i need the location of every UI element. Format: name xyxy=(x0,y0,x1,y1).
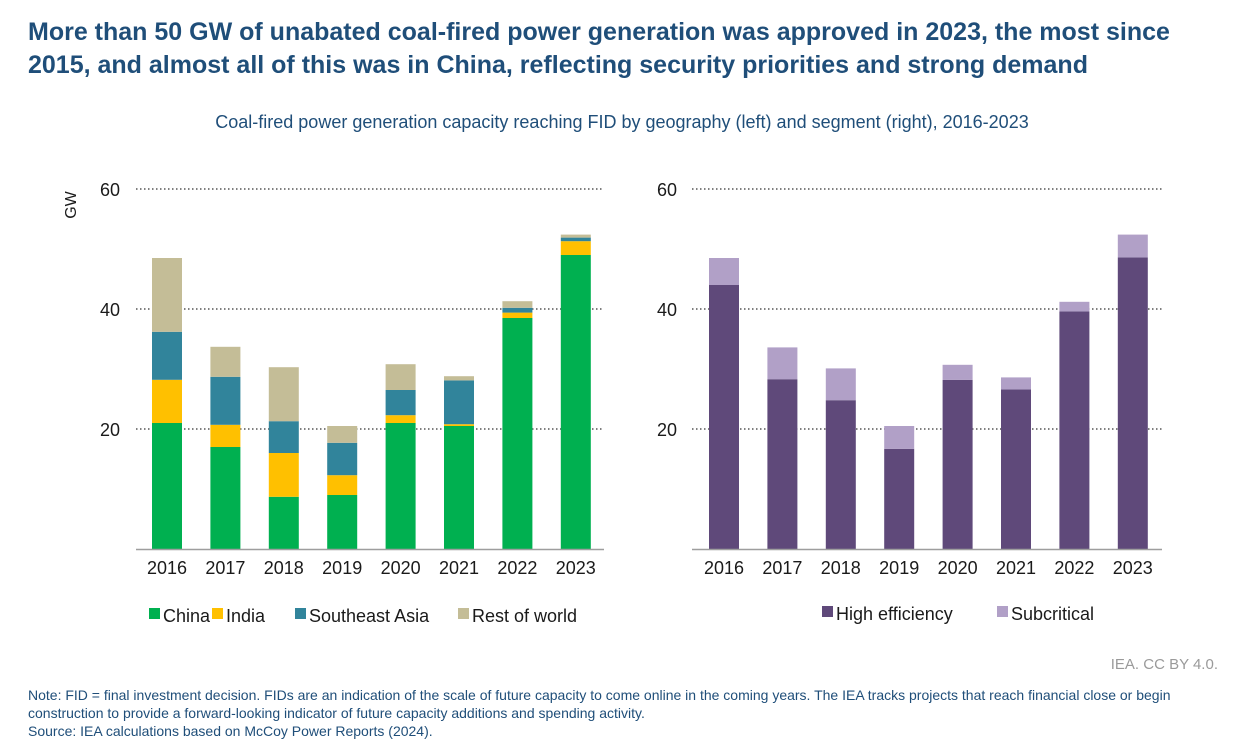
x-tick-label: 2020 xyxy=(381,558,421,578)
bar-segment xyxy=(560,234,591,238)
bar-segment xyxy=(327,495,358,549)
y-tick-label: 40 xyxy=(657,300,677,320)
bar-segment xyxy=(709,258,739,285)
bar-segment xyxy=(884,448,915,549)
y-tick-label: 60 xyxy=(100,180,120,200)
license-credit: IEA. CC BY 4.0. xyxy=(1110,656,1218,673)
note-text: Note: FID = final investment decision. F… xyxy=(28,687,1171,721)
legend-swatch xyxy=(149,608,160,619)
bar-segment xyxy=(825,368,856,401)
x-tick-label: 2017 xyxy=(762,558,802,578)
y-axis-label: GW xyxy=(63,190,80,218)
bar-segment xyxy=(560,255,591,549)
bar-segment xyxy=(210,447,241,549)
bar-segment xyxy=(767,347,798,380)
legend-label: India xyxy=(226,606,266,626)
legend-swatch xyxy=(295,608,306,619)
x-tick-label: 2017 xyxy=(205,558,245,578)
bar-segment xyxy=(444,380,474,425)
bar-segment xyxy=(767,379,798,549)
bar-segment xyxy=(502,301,533,308)
bar-segment xyxy=(942,379,973,549)
x-tick-label: 2021 xyxy=(996,558,1036,578)
legend-swatch xyxy=(822,606,833,617)
y-tick-label: 40 xyxy=(100,300,120,320)
bar-segment xyxy=(385,390,416,416)
legend-swatch xyxy=(212,608,223,619)
y-tick-label: 20 xyxy=(657,420,677,440)
bar-segment xyxy=(327,475,358,495)
bar-segment xyxy=(1001,377,1031,390)
x-tick-label: 2019 xyxy=(879,558,919,578)
x-tick-label: 2019 xyxy=(322,558,362,578)
legend-label: China xyxy=(163,606,211,626)
legend-label: Rest of world xyxy=(472,606,577,626)
right-chart-segment: 20 40 60 2016 2017 2018 2019 2020 2021 2022 2023 Hi… xyxy=(657,180,1162,624)
bar-segment xyxy=(444,376,474,381)
bar-segment xyxy=(942,364,973,380)
bar-segment xyxy=(152,379,182,423)
legend-label: Subcritical xyxy=(1011,604,1094,624)
legend-swatch xyxy=(997,606,1008,617)
bar-segment xyxy=(502,312,533,318)
x-tick-label: 2021 xyxy=(439,558,479,578)
x-tick-label: 2016 xyxy=(147,558,187,578)
x-tick-label: 2023 xyxy=(556,558,596,578)
footnote: Note: FID = final investment decision. F… xyxy=(28,686,1218,740)
y-tick-label: 20 xyxy=(100,420,120,440)
bar-segment xyxy=(825,400,856,549)
bar-segment xyxy=(152,423,182,549)
left-chart-geography: 20 40 60 GW 2016 2017 2018 2019 2020 2021 2022 2023… xyxy=(63,180,604,626)
bar-segment xyxy=(560,241,591,255)
bar-segment xyxy=(1059,301,1090,312)
x-tick-label: 2018 xyxy=(821,558,861,578)
bar-segment xyxy=(210,424,241,447)
y-tick-label: 60 xyxy=(657,180,677,200)
bar-segment xyxy=(444,424,474,426)
bar-segment xyxy=(268,453,299,497)
bar-segment xyxy=(385,364,416,390)
bar-segment xyxy=(1117,234,1148,258)
x-tick-label: 2022 xyxy=(497,558,537,578)
bar-segment xyxy=(268,421,299,453)
x-tick-label: 2018 xyxy=(264,558,304,578)
bar-segment xyxy=(884,426,915,449)
bar-segment xyxy=(502,318,533,549)
bar-segment xyxy=(502,307,533,313)
chart-subtitle: Coal-fired power generation capacity rea… xyxy=(215,112,1029,132)
bar-segment xyxy=(385,415,416,423)
bar-segment xyxy=(152,331,182,380)
bar-segment xyxy=(560,237,591,242)
source-text: Source: IEA calculations based on McCoy … xyxy=(28,723,433,739)
bar-segment xyxy=(268,496,299,549)
bar-segment xyxy=(210,346,241,377)
x-tick-label: 2022 xyxy=(1054,558,1094,578)
bar-segment xyxy=(385,423,416,549)
bar-segment xyxy=(327,426,358,443)
page-title: More than 50 GW of unabated coal-fired p… xyxy=(28,18,1170,79)
bar-segment xyxy=(210,376,241,425)
bar-segment xyxy=(152,258,182,332)
bar-segment xyxy=(268,367,299,422)
bar-segment xyxy=(327,442,358,476)
bar-segment xyxy=(709,285,739,549)
bar-segment xyxy=(1001,389,1031,549)
legend-swatch xyxy=(458,608,469,619)
x-tick-label: 2023 xyxy=(1113,558,1153,578)
x-tick-label: 2020 xyxy=(938,558,978,578)
x-tick-label: 2016 xyxy=(704,558,744,578)
bar-segment xyxy=(444,426,474,549)
legend-label: High efficiency xyxy=(836,604,953,624)
bar-segment xyxy=(1117,257,1148,549)
bar-segment xyxy=(1059,311,1090,549)
legend-label: Southeast Asia xyxy=(309,606,430,626)
